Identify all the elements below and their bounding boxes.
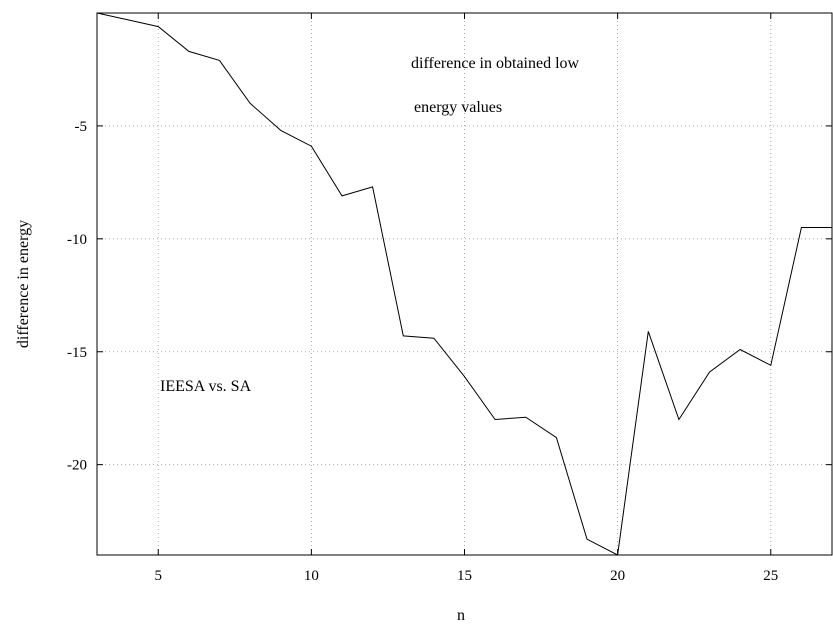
- annotation-title-line-2: energy values: [414, 99, 502, 116]
- series-group: [96, 12, 832, 556]
- grid-lines: [97, 13, 832, 555]
- y-tick-label: -15: [67, 345, 87, 361]
- tick-labels: 5 10 15 20 25 -5 -10 -15 -20: [67, 119, 778, 584]
- annotation-comparison: IEESA vs. SA: [160, 378, 252, 395]
- x-tick-label: 20: [610, 568, 625, 584]
- x-tick-label: 10: [304, 568, 319, 584]
- y-axis-label: difference in energy: [15, 220, 32, 348]
- series-line-0: [96, 12, 832, 556]
- annotation-title-line-1: difference in obtained low: [411, 55, 580, 72]
- x-tick-label: 25: [763, 568, 778, 584]
- y-tick-label: -5: [75, 119, 88, 135]
- x-axis-label: n: [457, 607, 465, 624]
- x-tick-label: 15: [457, 568, 472, 584]
- plot-frame: [96, 12, 833, 556]
- x-tick-label: 5: [155, 568, 163, 584]
- y-tick-label: -20: [67, 458, 87, 474]
- axis-ticks: [97, 13, 832, 555]
- y-tick-label: -10: [67, 232, 87, 248]
